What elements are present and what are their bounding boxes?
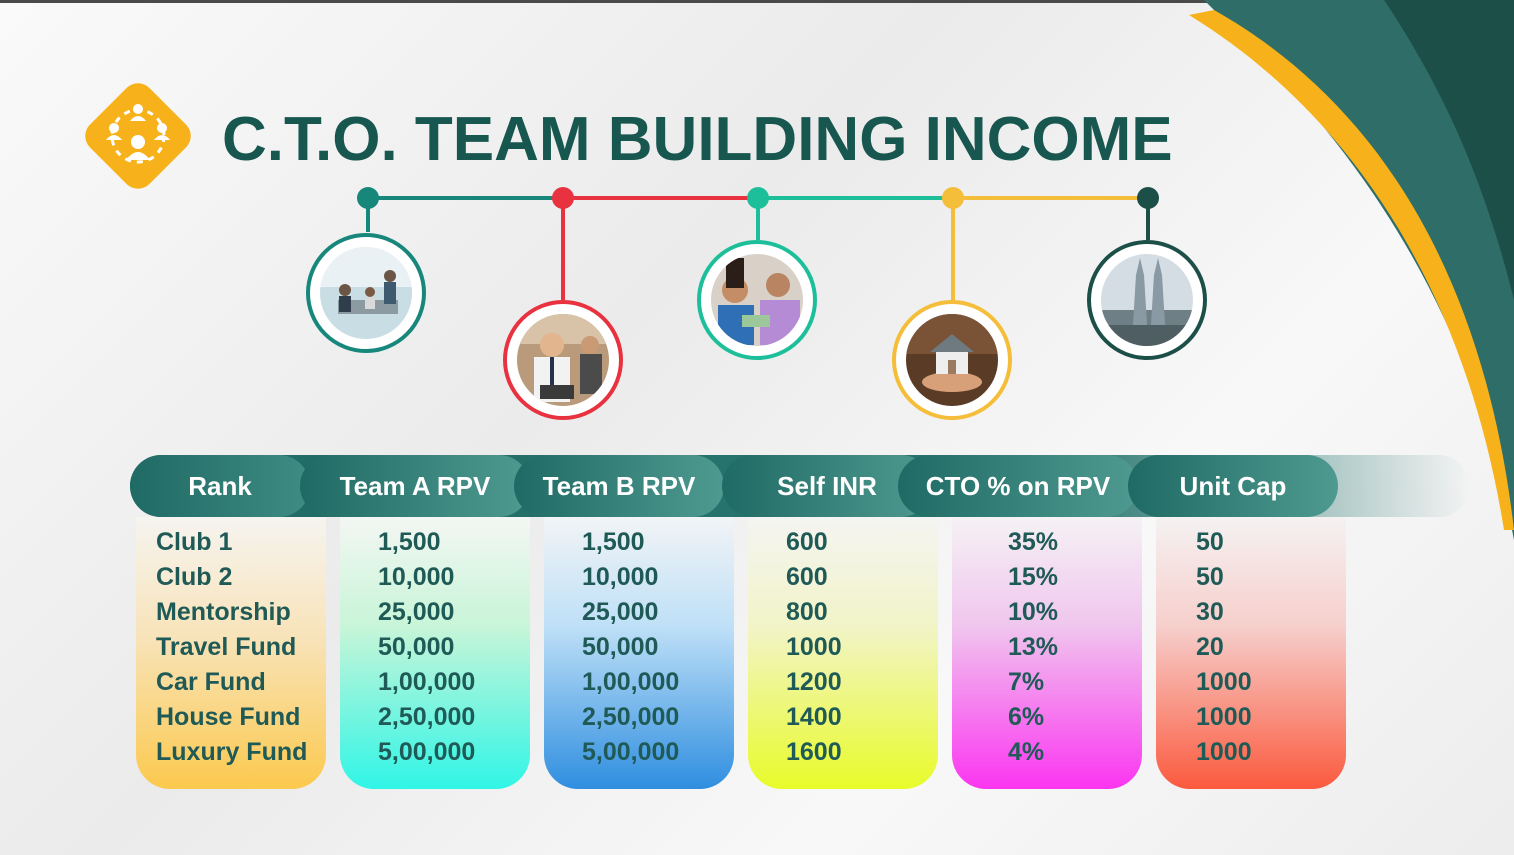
list-item: 800 — [786, 598, 828, 626]
list-item: 1000 — [786, 633, 842, 661]
list-item: 1000 — [1196, 668, 1252, 696]
header-rank: Rank — [130, 455, 310, 517]
top-border — [0, 0, 1514, 3]
page-title: C.T.O. TEAM BUILDING INCOME — [222, 105, 1173, 174]
list-item: 10% — [1008, 598, 1059, 626]
team-network-icon — [85, 83, 191, 189]
column-rank: Club 1 Club 2 Mentorship Travel Fund Car… — [136, 517, 326, 789]
list-item: 1000 — [1196, 738, 1252, 766]
list-item: 20 — [1196, 633, 1224, 661]
column-team-a-rpv: 1,500 10,000 25,000 50,000 1,00,000 2,50… — [340, 517, 530, 789]
list-item: Club 1 — [156, 528, 233, 556]
column-self-inr: 600 600 800 1000 1200 1400 1600 — [748, 517, 938, 789]
list-item: 2,50,000 — [582, 703, 680, 731]
team-meeting-photo — [320, 247, 412, 339]
header-self-inr: Self INR — [722, 455, 932, 517]
twin-towers-photo — [1101, 254, 1193, 346]
list-item: 25,000 — [378, 598, 455, 626]
list-item: 600 — [786, 563, 828, 591]
list-item: Car Fund — [156, 668, 266, 696]
list-item: 1,00,000 — [378, 668, 476, 696]
list-item: 7% — [1008, 668, 1045, 696]
house-in-hand-photo — [906, 314, 998, 406]
list-item: Luxury Fund — [156, 738, 308, 766]
list-item: 25,000 — [582, 598, 659, 626]
table-header: Rank Team A RPV Team B RPV Self INR CTO … — [130, 455, 1470, 517]
list-item: 1400 — [786, 703, 842, 731]
list-item: 600 — [786, 528, 828, 556]
timeline — [306, 187, 1207, 420]
list-item: 15% — [1008, 563, 1059, 591]
businessman-laptop-photo — [517, 314, 609, 406]
list-item: 6% — [1008, 703, 1045, 731]
column-team-b-rpv: 1,500 10,000 25,000 50,000 1,00,000 2,50… — [544, 517, 734, 789]
couple-money-photo — [711, 254, 803, 346]
list-item: 1000 — [1196, 703, 1252, 731]
list-item: 50,000 — [582, 633, 659, 661]
list-item: 35% — [1008, 528, 1059, 556]
list-item: 1,00,000 — [582, 668, 680, 696]
list-item: 1600 — [786, 738, 842, 766]
list-item: 50 — [1196, 563, 1224, 591]
list-item: 13% — [1008, 633, 1059, 661]
list-item: 50,000 — [378, 633, 455, 661]
list-item: 1,500 — [378, 528, 441, 556]
column-cto-percent: 35% 15% 10% 13% 7% 6% 4% — [952, 517, 1142, 789]
list-item: Mentorship — [156, 598, 291, 626]
list-item: Club 2 — [156, 563, 233, 591]
corner-decoration — [1189, 0, 1514, 540]
list-item: Travel Fund — [156, 633, 297, 661]
list-item: 30 — [1196, 598, 1224, 626]
list-item: 10,000 — [582, 563, 659, 591]
list-item: 10,000 — [378, 563, 455, 591]
header-unit-cap: Unit Cap — [1128, 455, 1338, 517]
list-item: 2,50,000 — [378, 703, 476, 731]
header-team-b-rpv: Team B RPV — [514, 455, 724, 517]
list-item: 1200 — [786, 668, 842, 696]
column-unit-cap: 50 50 30 20 1000 1000 1000 — [1156, 517, 1346, 789]
list-item: 50 — [1196, 528, 1224, 556]
list-item: 4% — [1008, 738, 1045, 766]
header-team-a-rpv: Team A RPV — [300, 455, 530, 517]
list-item: 5,00,000 — [378, 738, 476, 766]
list-item: House Fund — [156, 703, 301, 731]
list-item: 5,00,000 — [582, 738, 680, 766]
header-cto-percent: CTO % on RPV — [898, 455, 1138, 517]
list-item: 1,500 — [582, 528, 645, 556]
